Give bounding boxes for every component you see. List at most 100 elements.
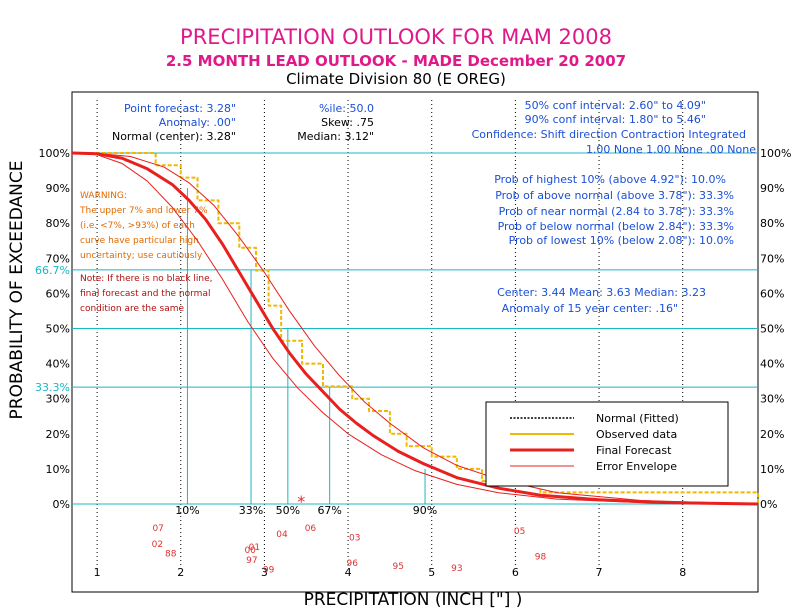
warning-line: (i.e. <7%, >93%) of each xyxy=(80,221,195,231)
y-tick-label-right: 60% xyxy=(760,287,784,300)
legend-label-forecast: Final Forecast xyxy=(596,444,672,457)
current-year-marker: * xyxy=(297,492,305,511)
y-tick-label-left: 80% xyxy=(46,217,70,230)
x-tick-label: 6 xyxy=(512,566,519,579)
x-tick-label: 3 xyxy=(261,566,268,579)
y-tick-label-left: 70% xyxy=(46,252,70,265)
year-marker: 02 xyxy=(152,540,163,550)
y-tick-label-left: 10% xyxy=(46,463,70,476)
plot-frame xyxy=(71,91,759,593)
center-stats: Center: 3.44 Mean: 3.63 Median: 3.23 xyxy=(497,286,706,299)
x-tick-label: 7 xyxy=(596,566,603,579)
legend-label-envelope: Error Envelope xyxy=(596,460,677,473)
y-axis-label: PROBABILITY OF EXCEEDANCE xyxy=(7,161,27,420)
x-tick-label: 2 xyxy=(177,566,184,579)
confidence-header: Confidence: Shift direction Contraction … xyxy=(472,128,746,141)
y-tick-label-right: 10% xyxy=(760,463,784,476)
series-error-envelope-lower xyxy=(71,152,759,505)
year-marker: 99 xyxy=(263,565,275,575)
year-marker: 93 xyxy=(451,564,462,574)
x-tick-label: 4 xyxy=(345,566,352,579)
chart-series xyxy=(71,151,759,506)
note-block: Note: If there is no black line, final f… xyxy=(80,274,213,314)
year-marker: 03 xyxy=(349,533,360,543)
y-tick-label-right: 80% xyxy=(760,217,784,230)
y-tick-label-right: 50% xyxy=(760,323,784,336)
conf-interval-90: 90% conf interval: 1.80" to 5.46" xyxy=(525,113,706,126)
percentile-label: 50% xyxy=(276,504,300,517)
year-marker: 95 xyxy=(393,562,404,572)
normal-center: Normal (center): 3.28" xyxy=(112,130,236,143)
series-observed-data xyxy=(72,152,759,504)
legend-box xyxy=(485,401,729,487)
axis-ticks: 0% 0% 10% 10% 20% 20% 30% 30% 40% 40% 50% 50% 60% 60%… xyxy=(35,147,791,579)
warning-line: curve have particular high xyxy=(80,236,199,246)
prob-below-normal: Prob of below normal (below 2.84"): 33.3… xyxy=(498,220,734,233)
legend-label-normal: Normal (Fitted) xyxy=(596,412,679,425)
year-marker: 06 xyxy=(305,524,317,534)
prob-near-normal: Prob of near normal (2.84 to 3.78"): 33.… xyxy=(499,205,734,218)
percentile-label: 67% xyxy=(317,504,341,517)
y-special-label: 66.7% xyxy=(35,264,70,277)
y-tick-label-left: 50% xyxy=(46,323,70,336)
legend-label-observed: Observed data xyxy=(596,428,677,441)
y-tick-label-right: 20% xyxy=(760,428,784,441)
year-marker: 96 xyxy=(347,559,359,569)
note-line: condition are the same xyxy=(80,304,184,314)
center-anomaly: Anomaly of 15 year center: .16" xyxy=(502,302,678,315)
threshold-lines xyxy=(72,152,758,505)
warning-line: WARNING: xyxy=(80,191,127,201)
y-tick-label-right: 70% xyxy=(760,252,784,265)
x-tick-label: 8 xyxy=(679,566,686,579)
year-marker: 98 xyxy=(535,553,547,563)
point-forecast: Point forecast: 3.28" xyxy=(124,102,236,115)
x-axis-label: PRECIPITATION (INCH ["] ) xyxy=(304,590,523,610)
climate-division: Climate Division 80 (E OREG) xyxy=(286,70,506,88)
year-marker: 01 xyxy=(249,543,260,553)
prob-lowest-10: Prob of lowest 10% (below 2.08"): 10.0% xyxy=(509,234,734,247)
warning-block: WARNING: The upper 7% and lower 7% (i.e.… xyxy=(79,191,208,261)
y-tick-label-right: 30% xyxy=(760,393,784,406)
warning-line: uncertainty; use cautiously xyxy=(80,251,203,261)
y-tick-label-left: 60% xyxy=(46,287,70,300)
confidence-values: 1.00 None 1.00 None .00 None xyxy=(586,143,756,156)
year-marker: 07 xyxy=(152,524,163,534)
year-marker: 97 xyxy=(246,556,257,566)
prob-highest-10: Prob of highest 10% (above 4.92"): 10.0% xyxy=(494,173,726,186)
y-tick-label-right: 100% xyxy=(760,147,791,160)
conf-interval-50: 50% conf interval: 2.60" to 4.09" xyxy=(525,99,706,112)
anomaly-value: Anomaly: .00" xyxy=(159,116,236,129)
y-tick-label-left: 30% xyxy=(46,393,70,406)
y-tick-label-left: 0% xyxy=(53,498,70,511)
y-tick-label-right: 90% xyxy=(760,182,784,195)
percentile-value: %ile: 50.0 xyxy=(319,102,374,115)
percentile-label: 10% xyxy=(175,504,199,517)
year-marker: 05 xyxy=(514,527,525,537)
percentile-label: 90% xyxy=(413,504,437,517)
y-tick-label-left: 90% xyxy=(46,182,70,195)
x-tick-label: 1 xyxy=(94,566,101,579)
skew-value: Skew: .75 xyxy=(321,116,374,129)
y-tick-label-right: 40% xyxy=(760,358,784,371)
percentile-markers: 10% 33% 50% 67% 90% xyxy=(175,188,437,517)
percentile-label: 33% xyxy=(239,504,263,517)
vertical-gridlines xyxy=(96,100,684,565)
year-marker: 88 xyxy=(165,549,177,559)
chart-subtitle: 2.5 MONTH LEAD OUTLOOK - MADE December 2… xyxy=(166,52,626,70)
year-marker: 04 xyxy=(276,530,288,540)
warning-line: The upper 7% and lower 7% xyxy=(79,206,208,216)
y-tick-label-right: 0% xyxy=(760,498,777,511)
median-value: Median: 3.12" xyxy=(297,130,374,143)
note-line: final forecast and the normal xyxy=(80,289,210,299)
series-final-forecast xyxy=(71,151,759,506)
y-special-label: 33.3% xyxy=(35,381,70,394)
y-tick-label-left: 40% xyxy=(46,358,70,371)
y-tick-label-left: 100% xyxy=(39,147,70,160)
x-tick-label: 5 xyxy=(428,566,435,579)
year-marker: 00 xyxy=(244,546,256,556)
y-tick-label-left: 20% xyxy=(46,428,70,441)
note-line: Note: If there is no black line, xyxy=(80,274,213,284)
chart-title: PRECIPITATION OUTLOOK FOR MAM 2008 xyxy=(180,25,612,49)
